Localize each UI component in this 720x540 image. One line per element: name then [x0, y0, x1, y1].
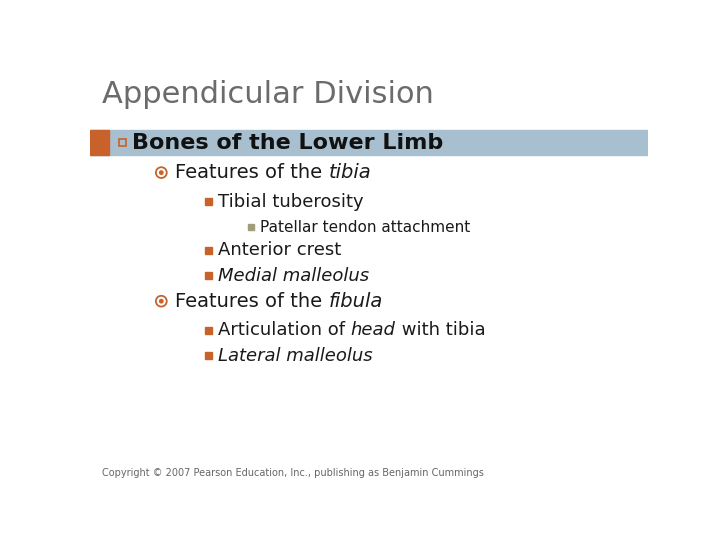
Text: with tibia: with tibia	[395, 321, 485, 340]
Circle shape	[160, 171, 163, 174]
Text: Patellar tendon attachment: Patellar tendon attachment	[261, 220, 471, 235]
Bar	[119, 139, 127, 146]
Text: Appendicular Division: Appendicular Division	[102, 79, 433, 109]
Bar	[205, 198, 212, 205]
Bar	[248, 224, 254, 231]
Text: Bones of the Lower Limb: Bones of the Lower Limb	[132, 132, 443, 153]
Bar	[205, 247, 212, 254]
Bar	[90, 130, 648, 155]
Text: Anterior crest: Anterior crest	[218, 241, 341, 259]
Bar	[205, 327, 212, 334]
Text: Tibial tuberosity: Tibial tuberosity	[218, 193, 364, 211]
Text: head: head	[351, 321, 395, 340]
Bar	[205, 353, 212, 359]
Text: Copyright © 2007 Pearson Education, Inc., publishing as Benjamin Cummings: Copyright © 2007 Pearson Education, Inc.…	[102, 468, 484, 478]
Text: Lateral malleolus: Lateral malleolus	[218, 347, 372, 365]
Bar	[90, 130, 109, 155]
Text: tibia: tibia	[328, 163, 372, 182]
Text: Articulation of: Articulation of	[218, 321, 351, 340]
Circle shape	[160, 300, 163, 303]
Text: Medial malleolus: Medial malleolus	[218, 267, 369, 285]
Bar	[205, 272, 212, 279]
Text: Features of the: Features of the	[175, 292, 328, 310]
Text: Features of the: Features of the	[175, 163, 328, 182]
Text: fibula: fibula	[328, 292, 383, 310]
